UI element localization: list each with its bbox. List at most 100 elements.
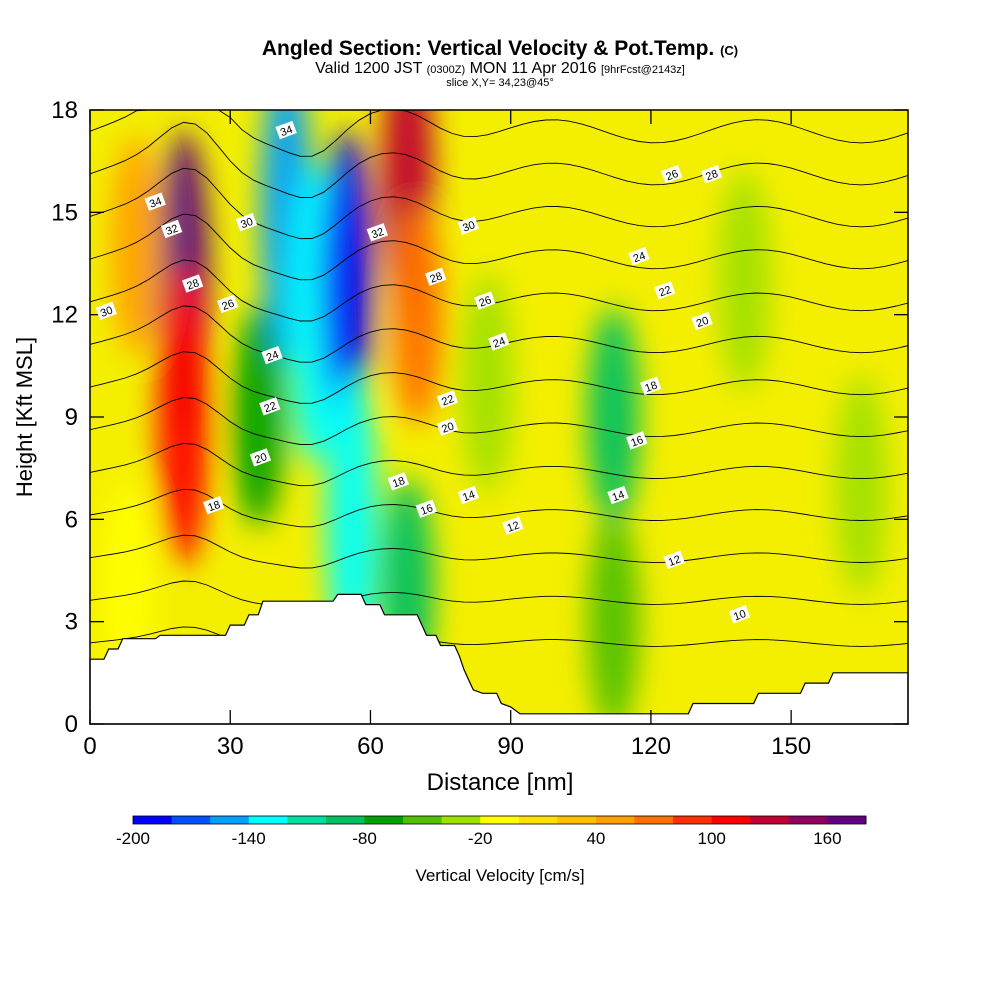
colorbar-swatch: [518, 816, 558, 824]
colorbar-swatch: [210, 816, 250, 824]
colorbar-swatch: [750, 816, 790, 824]
contour-label: 24: [628, 247, 650, 266]
contour-label: 30: [95, 301, 117, 321]
colorbar-swatch: [827, 816, 867, 824]
y-tick-label: 18: [51, 97, 78, 124]
colorbar: -200 -140 -80 -20 40 100 160: [116, 815, 867, 848]
contour-label: 18: [203, 496, 225, 515]
colorbar-swatch: [287, 816, 327, 824]
colorbar-frame: [132, 815, 867, 825]
y-tick-label: 0: [65, 711, 78, 738]
velocity-cell: [587, 511, 640, 724]
contour-label-text: 26: [220, 298, 236, 313]
contour-label: 10: [728, 605, 751, 624]
contour-label-box: [425, 267, 447, 286]
colorbar-swatch: [673, 816, 713, 824]
colorbar-swatch: [325, 816, 365, 824]
contour-label-box: [217, 294, 239, 314]
contour-label-text: 30: [461, 219, 477, 234]
contour-label: 22: [654, 281, 676, 300]
velocity-cell: [157, 267, 210, 567]
contour-label-box: [160, 219, 183, 239]
theta-contour-26: [90, 259, 908, 322]
contour-label-box: [502, 516, 524, 535]
contour-label-box: [661, 165, 683, 184]
contour-label-box: [261, 345, 283, 365]
contour-label-box: [626, 431, 648, 450]
contour-label-text: 26: [664, 168, 680, 183]
velocity-cell: [461, 272, 514, 493]
velocity-field: [101, 110, 888, 724]
x-tick-label: 120: [631, 733, 671, 760]
contour-label-text: 32: [164, 223, 180, 238]
colorbar-swatch: [634, 816, 674, 824]
contour-label-text: 24: [632, 250, 648, 265]
axis-ticks: 0 30 60 90 120 150 0 3 6 9 12 15 18: [51, 97, 908, 760]
contour-label: 16: [626, 431, 648, 450]
theta-contour-18: [90, 442, 908, 487]
contour-label: 32: [160, 219, 183, 239]
contour-label: 32: [366, 223, 389, 242]
contour-label: 18: [640, 376, 662, 396]
theta-contour-12: [90, 580, 908, 610]
contour-label: 26: [661, 165, 683, 184]
contour-label: 20: [249, 448, 272, 467]
contour-label-text: 20: [440, 420, 456, 435]
contour-label-box: [728, 605, 751, 624]
contour-label: 30: [457, 216, 480, 235]
contour-label: 12: [502, 516, 524, 535]
contour-label: 34: [144, 192, 166, 211]
contour-label-text: 34: [148, 195, 164, 210]
colorbar-swatch: [248, 816, 288, 824]
contour-label-text: 12: [506, 519, 522, 534]
contour-label-box: [203, 496, 225, 515]
contour-label-box: [95, 301, 117, 321]
contour-label-box: [457, 216, 480, 235]
contour-label-box: [640, 376, 662, 396]
colorbar-swatch: [480, 816, 520, 824]
colorbar-swatch: [403, 816, 443, 824]
contour-label-text: 18: [643, 380, 659, 395]
contour-label-text: 32: [370, 226, 386, 241]
contour-label-text: 16: [419, 502, 435, 517]
colorbar-tick-label: 40: [586, 829, 605, 848]
colorbar-swatch: [364, 816, 404, 824]
contour-label-box: [457, 485, 480, 505]
contour-label-text: 10: [732, 608, 748, 623]
x-tick-label: 90: [497, 733, 524, 760]
contour-label-box: [700, 165, 723, 184]
contour-label-text: 22: [657, 284, 673, 299]
velocity-cell: [835, 375, 888, 596]
contour-label-text: 20: [695, 315, 711, 330]
y-tick-label: 15: [51, 199, 78, 226]
contour-label: 30: [235, 212, 258, 232]
contour-label-box: [235, 212, 258, 232]
theta-contour-32: [90, 121, 908, 198]
colorbar-label: Vertical Velocity [cm/s]: [415, 866, 584, 885]
contour-label-box: [249, 448, 272, 467]
x-tick-label: 150: [771, 733, 811, 760]
theta-contour-34: [90, 110, 908, 157]
contour-label-box: [415, 499, 438, 518]
contour-label-box: [275, 120, 297, 140]
contour-label-box: [607, 485, 629, 505]
contour-label: 20: [691, 311, 713, 331]
contour-label-box: [474, 291, 496, 310]
colorbar-tick-label: -140: [232, 829, 266, 848]
y-tick-label: 12: [51, 302, 78, 329]
y-tick-label: 6: [65, 506, 78, 533]
contour-label-text: 28: [428, 270, 444, 285]
contour-label-text: 18: [206, 499, 222, 514]
contour-label: 28: [700, 165, 723, 184]
contour-label: 14: [457, 485, 480, 505]
theta-contour-28: [90, 213, 908, 281]
theta-contour-30: [90, 167, 908, 240]
contour-label: 26: [217, 294, 239, 314]
colorbar-swatch: [711, 816, 751, 824]
theta-contour-16: [90, 488, 908, 528]
contour-label: 14: [607, 485, 629, 505]
contour-label-text: 14: [611, 489, 627, 504]
